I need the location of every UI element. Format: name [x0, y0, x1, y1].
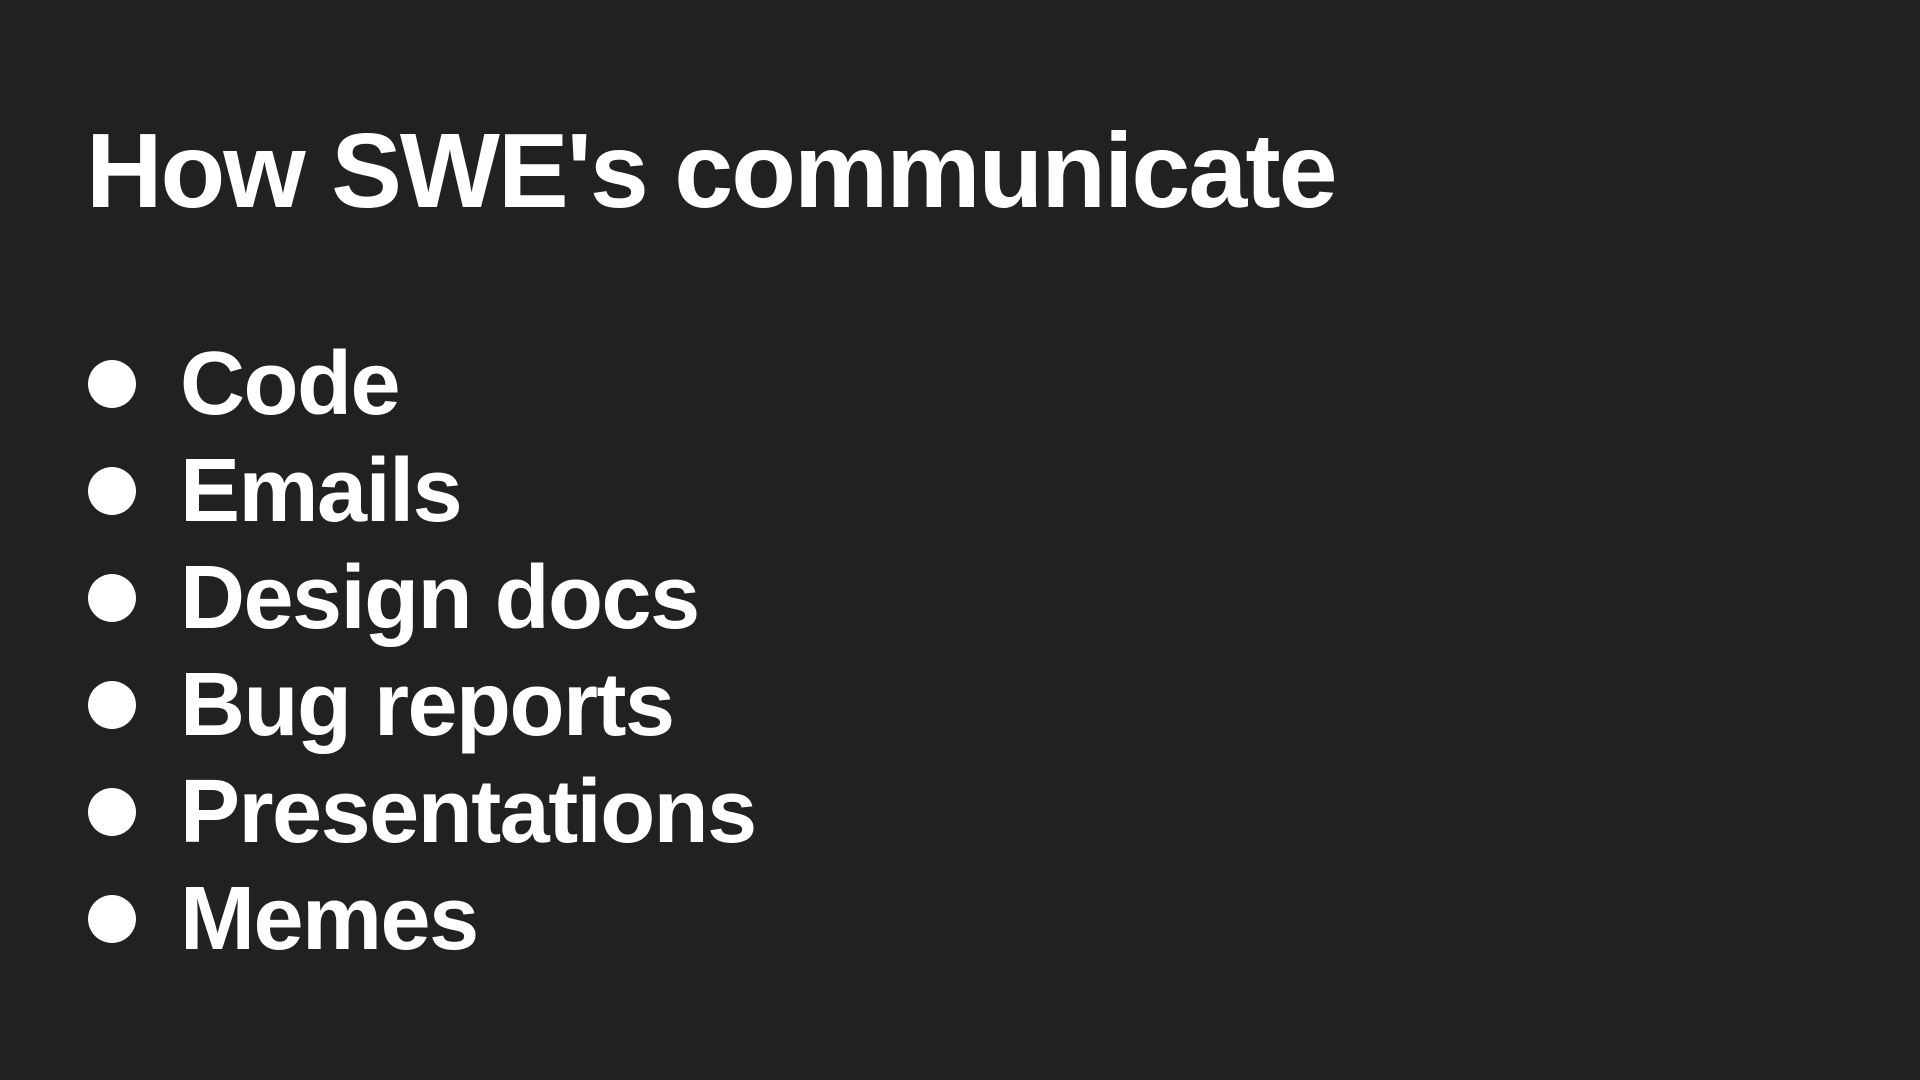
bullet-icon — [88, 466, 136, 515]
bullet-icon — [88, 680, 136, 729]
bullet-item-memes: Memes — [88, 865, 756, 972]
bullet-item-presentations: Presentations — [88, 758, 757, 865]
bullet-text: Presentations — [180, 761, 757, 862]
bullet-list: Code Emails Design docs Bug reports Pres… — [88, 330, 757, 972]
bullet-icon — [88, 894, 136, 943]
bullet-item-code: Code — [88, 330, 756, 437]
slide-title: How SWE's communicate — [86, 112, 1338, 230]
bullet-icon — [88, 359, 136, 408]
bullet-text: Bug reports — [180, 654, 675, 755]
bullet-icon — [88, 573, 136, 622]
bullet-item-emails: Emails — [88, 437, 756, 544]
bullet-text: Code — [180, 333, 401, 434]
bullet-item-design-docs: Design docs — [88, 544, 756, 651]
bullet-text: Design docs — [180, 547, 700, 648]
bullet-text: Memes — [180, 868, 479, 969]
bullet-icon — [88, 787, 136, 836]
bullet-item-bug-reports: Bug reports — [88, 651, 756, 758]
bullet-text: Emails — [180, 440, 463, 541]
